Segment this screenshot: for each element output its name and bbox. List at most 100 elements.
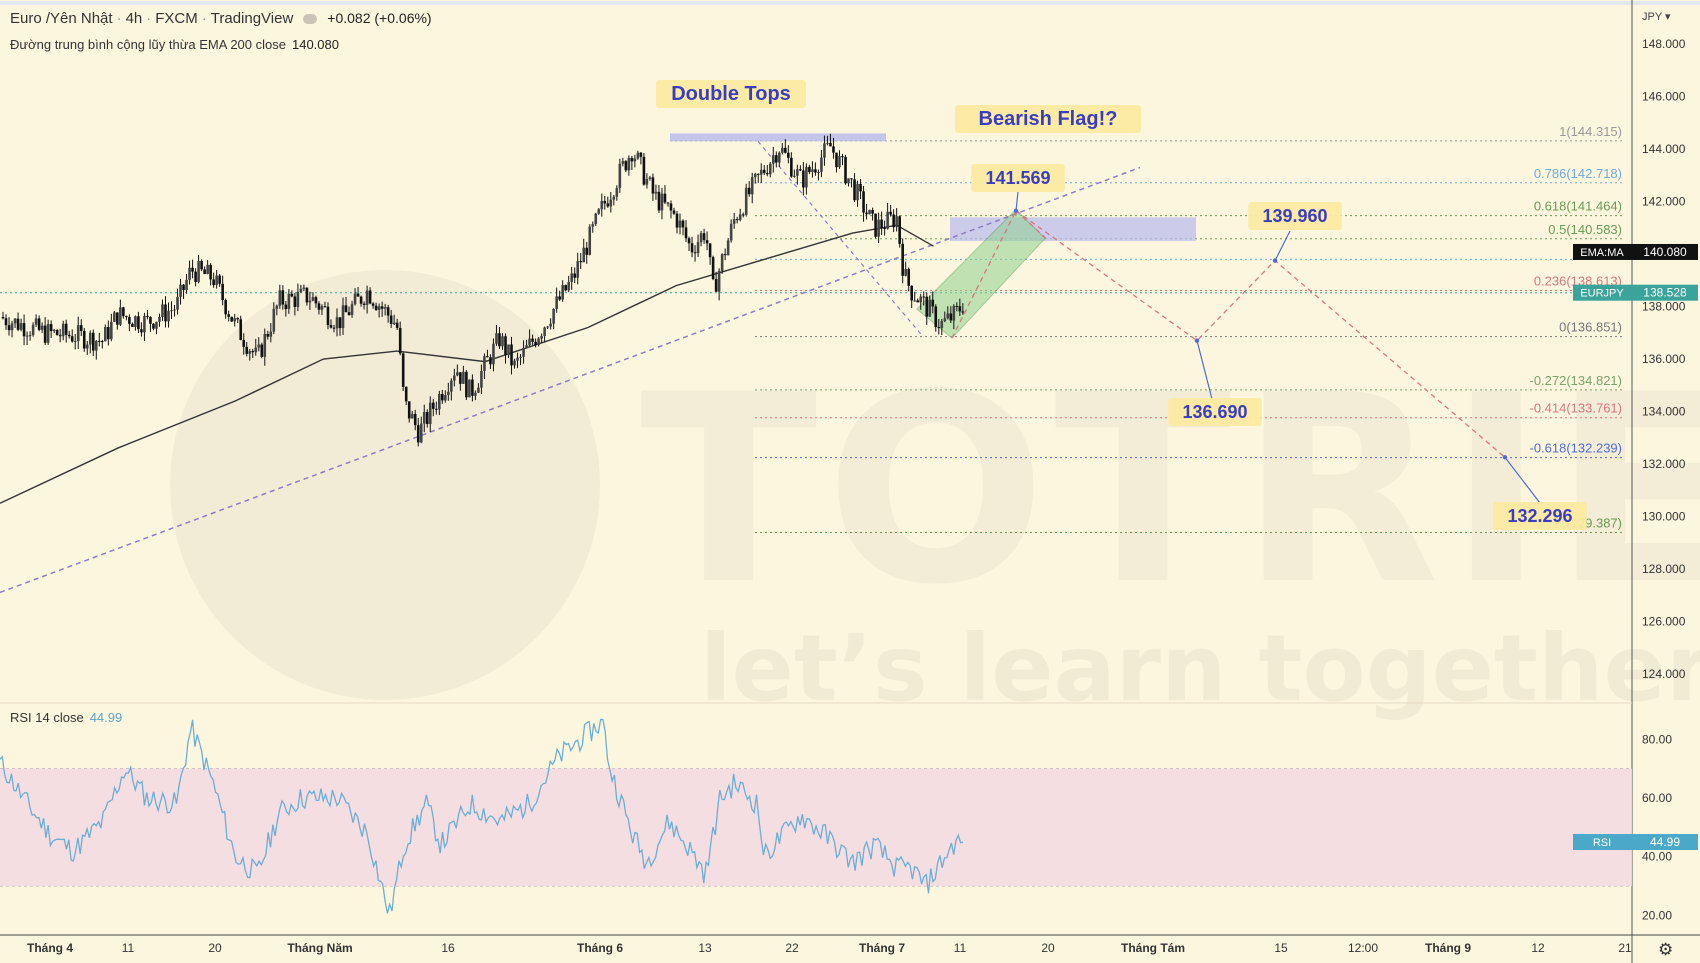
candle-body xyxy=(621,161,625,164)
candle-body xyxy=(684,227,688,239)
candle-body xyxy=(383,307,387,309)
candle-body xyxy=(642,156,646,185)
rsi-legend-label: RSI 14 close xyxy=(10,710,84,725)
candle-body xyxy=(576,261,580,278)
candle-body xyxy=(540,336,543,339)
candle-body xyxy=(450,380,453,392)
candle-body xyxy=(221,283,224,301)
candle-body xyxy=(134,316,137,327)
candle-body xyxy=(43,325,47,343)
candle-body xyxy=(263,333,267,357)
candle-body xyxy=(389,315,393,325)
bearish-flag-label: Bearish Flag!? xyxy=(979,108,1118,130)
level-132296-label-leader xyxy=(1504,457,1541,504)
price-axis[interactable]: 148.000146.000144.000142.000140.000138.0… xyxy=(1642,37,1686,922)
candle-body xyxy=(353,293,357,305)
candle-body xyxy=(931,299,935,307)
rsi-tick-label: 40.00 xyxy=(1642,850,1672,864)
candle-body xyxy=(49,324,53,331)
candle-body xyxy=(242,339,246,347)
candle-body xyxy=(398,327,402,354)
candle-body xyxy=(835,152,838,168)
candle-body xyxy=(762,169,766,174)
candle-body xyxy=(534,341,537,346)
candle-body xyxy=(699,233,703,243)
candle-body xyxy=(185,279,188,291)
candle-body xyxy=(164,304,167,322)
time-tick-label: Tháng 6 xyxy=(577,941,623,955)
rsi-legend-value: 44.99 xyxy=(89,710,123,725)
candle-body xyxy=(167,310,170,322)
ema-badge-value: 140.080 xyxy=(1643,245,1687,259)
candle-body xyxy=(290,293,294,297)
candle-body xyxy=(188,267,191,280)
candle-body xyxy=(723,254,727,256)
candle-body xyxy=(251,351,255,353)
candle-body xyxy=(678,220,682,228)
candle-body xyxy=(293,296,297,307)
candle-body xyxy=(781,147,784,153)
ema-legend[interactable]: Đường trung bình cộng lũy thừa EMA 200 c… xyxy=(10,37,339,52)
candle-body xyxy=(218,275,221,284)
candle-body xyxy=(829,142,832,147)
symbol-name[interactable]: Euro /Yên Nhật xyxy=(10,10,113,27)
candle-body xyxy=(618,163,622,189)
candle-body xyxy=(735,219,739,221)
candle-body xyxy=(774,155,778,163)
candle-body xyxy=(871,209,874,214)
level-139960-label: 139.960 xyxy=(1262,206,1327,226)
currency-selector[interactable]: JPY ▾ xyxy=(1642,11,1671,23)
candle-body xyxy=(561,285,564,300)
symbol-badge-value: 138.528 xyxy=(1643,286,1687,300)
interval[interactable]: 4h xyxy=(125,10,143,27)
candle-body xyxy=(431,402,435,409)
candle-body xyxy=(714,279,718,292)
candle-body xyxy=(690,243,694,253)
supply-zones xyxy=(670,133,1196,339)
fib-label: -0.272(134.821) xyxy=(1529,373,1622,388)
candle-body xyxy=(850,178,853,180)
projection-flag-leg xyxy=(951,210,1017,339)
candle-body xyxy=(510,344,513,366)
candle-body xyxy=(332,327,336,329)
level-callouts: Double Tops Bearish Flag!? 141.569 139.960 1… xyxy=(656,80,1587,530)
price-change: +0.082 (+0.06%) xyxy=(327,10,432,26)
candle-body xyxy=(654,191,658,194)
candle-body xyxy=(612,196,616,200)
candle-body xyxy=(206,264,209,274)
candle-body xyxy=(176,296,179,310)
time-axis[interactable]: Tháng 4 11 20 Tháng Năm 16 Tháng 6 13 22 Tháng 7… xyxy=(27,941,1632,955)
level-132296-label-bg xyxy=(1493,502,1587,530)
candle-body xyxy=(726,240,730,256)
candle-body xyxy=(474,392,477,396)
projection-node xyxy=(1194,338,1200,343)
candle-body xyxy=(832,146,835,153)
candle-body xyxy=(630,157,634,162)
candle-body xyxy=(838,156,841,168)
candle-body xyxy=(483,356,486,371)
candle-body xyxy=(940,321,944,328)
candle-body xyxy=(558,296,561,300)
candle-body xyxy=(374,305,378,310)
candle-body xyxy=(359,296,363,304)
candle-body xyxy=(465,371,468,398)
candle-body xyxy=(537,338,540,346)
candle-body xyxy=(209,264,212,280)
candle-body xyxy=(516,357,519,361)
candle-body xyxy=(495,333,498,344)
candle-body xyxy=(889,211,892,215)
candle-body xyxy=(627,157,631,171)
candle-body xyxy=(753,173,757,178)
candle-body xyxy=(257,344,261,348)
candle-body xyxy=(841,156,844,158)
candle-body xyxy=(107,326,110,340)
candle-body xyxy=(543,327,546,337)
candle-body xyxy=(504,336,507,356)
candle-body xyxy=(669,203,673,211)
candle-body xyxy=(224,300,227,315)
rsi-legend[interactable]: RSI 14 close 44.99 xyxy=(10,710,122,725)
candle-body xyxy=(603,200,607,204)
candle-body xyxy=(22,323,26,337)
gear-icon[interactable]: ⚙ xyxy=(1658,940,1674,959)
